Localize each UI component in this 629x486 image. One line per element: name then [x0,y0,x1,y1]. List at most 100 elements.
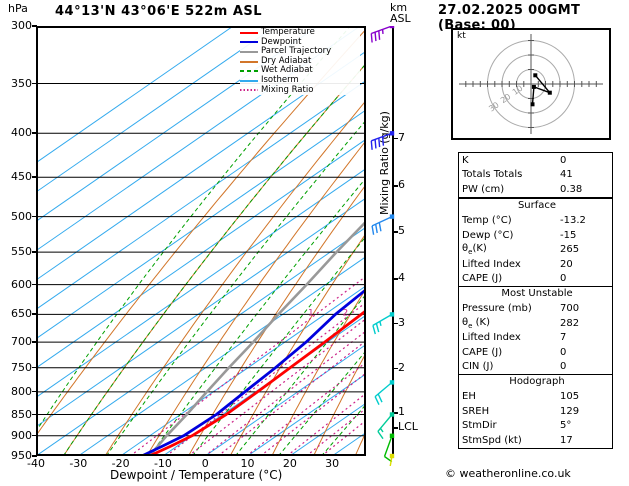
pressure-tick-label: 450 [11,170,32,184]
index-key: CAPE (J) [462,273,503,285]
index-key: Dewp (°C) [462,229,514,241]
index-key: SREH [462,405,490,417]
hodograph-ring-label: 30 [487,100,501,113]
panel-title: Surface [517,200,557,211]
height-unit-line1: km [390,1,408,14]
height-tick-label: 7 [398,130,405,144]
wind-barb [377,412,395,440]
index-row: Lifted Index 20 [459,257,612,272]
lcl-label: LCL [398,420,418,434]
legend-swatch [240,89,258,92]
height-unit-label: km ASL [390,2,411,24]
index-value: 105 [560,391,580,403]
index-row: StmDir 5° [459,419,612,434]
height-tick-label: 5 [398,224,405,238]
index-row: Temp (°C) -13.2 [459,214,612,229]
index-value: 700 [560,303,580,315]
hodograph-plot[interactable]: 10 20 30 [451,28,611,140]
pressure-tick [32,366,37,369]
index-value: -15 [560,229,577,241]
pressure-tick-label: 950 [11,449,32,462]
temperature-tick-label: 0 [201,457,209,470]
pressure-tick-label: 750 [11,360,32,374]
svg-text:2: 2 [343,308,349,318]
lcl-tick [392,427,398,429]
pressure-tick-label: 900 [11,428,32,442]
index-key: CIN (J) [462,361,494,373]
legend-item: Wet Adiabat [240,66,360,76]
mixing-ratio-lines [129,275,366,456]
index-row: Dewp (°C) -15 [459,228,612,243]
height-tick [392,367,398,370]
pressure-tick-label: 650 [11,307,32,321]
svg-text:1: 1 [308,308,314,318]
height-tick [392,278,398,280]
legend-swatch [240,41,258,44]
legend-label: Dewpoint [261,36,302,47]
hodograph-trace [531,74,553,105]
indices-panel: K 0 Totals Totals 41 PW (cm) 0.38 [458,152,613,198]
copyright-footer: © weatheronline.co.uk [445,467,571,480]
legend-label: Parcel Trajectory [261,46,332,57]
index-key: PW (cm) [462,183,505,195]
index-value: 0 [560,361,567,373]
surface-panel: Surface Temp (°C) -13.2 Dewp (°C) -15 θe(K) 26… [458,198,613,302]
pressure-tick-label: 700 [11,335,32,349]
index-key: Totals Totals [462,169,523,181]
index-value: 41 [560,169,573,181]
wind-barb [372,312,395,335]
index-key: EH [462,391,476,403]
legend-label: Temperature [261,27,315,37]
pressure-tick [32,413,37,415]
legend-item: Dry Adiabat [240,56,360,67]
index-row: PW (cm) 0.38 [459,182,612,197]
index-value: 7 [560,332,567,344]
pressure-tick [32,455,37,457]
temperature-tick-label: 30 [325,457,340,470]
legend-label: Mixing Ratio [261,84,314,95]
height-tick-label: 2 [398,360,405,374]
pressure-tick [32,434,37,437]
index-row: CIN (J) 0 [459,360,612,375]
index-row: SREH 129 [459,404,612,419]
pressure-tick [32,251,37,253]
legend-item: Dewpoint [240,36,360,48]
index-value: 282 [560,317,580,329]
index-key: Lifted Index [462,258,521,270]
height-tick-label: 6 [398,178,405,192]
pressure-tick [32,390,37,393]
wind-barb-column [370,26,395,466]
pressure-tick-label: 800 [11,384,32,398]
temperature-tick-label: -20 [111,457,130,470]
index-row: CAPE (J) 0 [459,345,612,360]
pressure-tick-label: 300 [11,19,32,32]
height-tick [392,231,398,233]
index-value: 0 [560,346,567,358]
wind-barb [374,380,395,406]
pressure-tick [32,215,37,218]
panel-title: Hodograph [509,376,565,387]
index-value: 17 [560,434,573,446]
wind-barb [370,26,395,43]
index-key: Lifted Index [462,332,521,344]
hodograph-unit-label: kt [457,31,466,41]
temperature-tick-label: -10 [153,457,172,470]
hodograph-ring-label: 10 [511,84,525,97]
pressure-tick [32,313,37,315]
pressure-tick [32,82,37,84]
index-value: 129 [560,405,580,417]
most-unstable-panel: Most Unstable Pressure (mb) 700 θe (K) 282 Li… [458,286,613,375]
index-row: θe(K) 265 [459,243,612,258]
temperature-tick-label: -40 [27,457,45,470]
hodograph-axes [459,34,603,134]
index-value: 0 [560,273,567,285]
hodograph-panel: Hodograph EH 105 SREH 129 StmDir 5° StmSpd (kt)… [458,374,613,449]
temperature-curve [148,308,366,456]
index-value: -13.2 [560,215,586,227]
legend-item: Isotherm [240,75,360,86]
height-tick-label: 4 [398,271,405,285]
pressure-tick [32,341,37,343]
